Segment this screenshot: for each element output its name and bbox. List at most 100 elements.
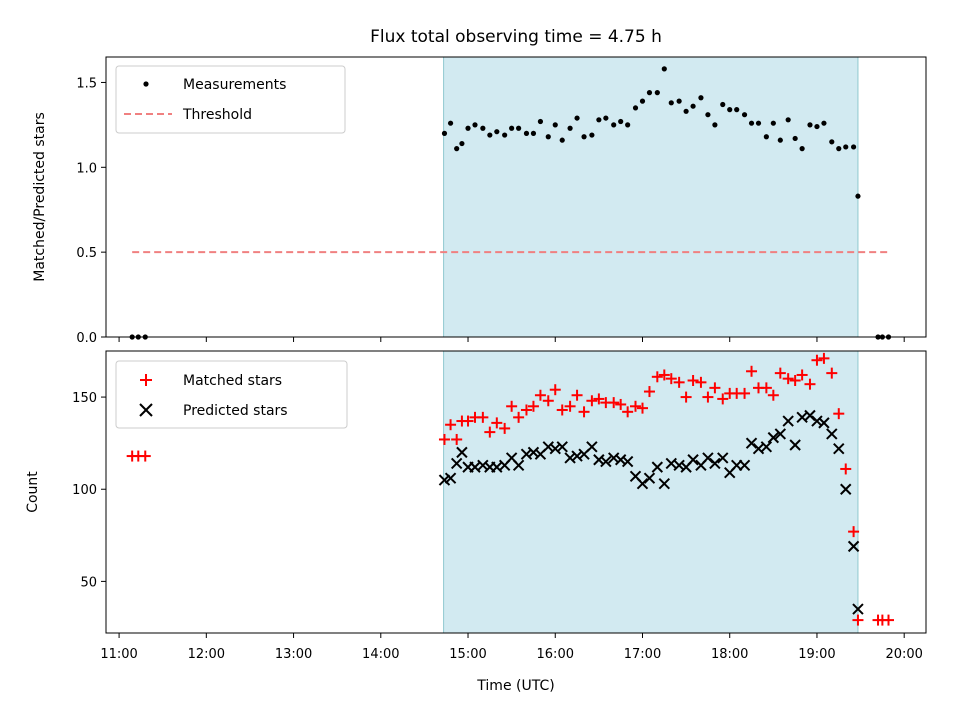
- predicted-star-point: [593, 454, 605, 466]
- x-tick-label: 19:00: [798, 647, 835, 662]
- matched-star-point: [673, 376, 685, 388]
- matched-star-point: [852, 614, 864, 626]
- measurement-point: [596, 117, 602, 123]
- x-tick-label: 13:00: [275, 647, 312, 662]
- measurement-point: [734, 107, 740, 113]
- matched-star-point: [760, 382, 772, 394]
- measurement-point: [814, 123, 820, 130]
- measurement-point: [472, 122, 478, 128]
- measurement-point: [720, 101, 726, 108]
- predicted-star-point: [833, 442, 845, 455]
- legend-measurements-label: Measurements: [183, 77, 286, 93]
- x-tick-label: 16:00: [537, 647, 574, 662]
- measurement-point: [668, 100, 674, 106]
- measurement-point: [646, 90, 653, 96]
- matched-star-point: [578, 406, 590, 418]
- matched-star-point: [534, 389, 546, 401]
- measurement-point: [792, 135, 798, 142]
- measurement-point: [770, 120, 776, 126]
- matched-star-point: [665, 373, 677, 385]
- matched-star-point: [615, 398, 627, 410]
- x-axis-label: Time (UTC): [476, 678, 554, 694]
- measurement-point: [454, 146, 460, 152]
- matched-star-point: [520, 404, 532, 416]
- predicted-star-point: [847, 540, 860, 553]
- measurement-point: [523, 130, 530, 136]
- matched-star-point: [608, 397, 620, 409]
- top-panel-frame: [105, 56, 927, 338]
- bottom-legend-box: [115, 360, 348, 429]
- measurement-point: [530, 130, 537, 136]
- measurement-point: [741, 112, 748, 118]
- observing-window-shade: [443, 350, 859, 634]
- measurement-point: [502, 132, 508, 138]
- top-panel: 0.0 0.5 1.0 1.5 Matched/Predicted stars Mea…: [32, 56, 927, 346]
- matched-star-point: [438, 433, 450, 445]
- predicted-star-point: [760, 441, 773, 453]
- matched-star-point: [840, 463, 852, 475]
- predicted-star-point: [477, 459, 489, 471]
- measurement-point: [712, 122, 718, 128]
- measurement-point: [465, 125, 471, 131]
- matched-star-point: [804, 378, 816, 390]
- legend-matched-marker: [140, 374, 152, 386]
- measurement-point: [611, 122, 617, 128]
- matched-star-point: [811, 354, 823, 366]
- matched-star-point: [739, 387, 751, 399]
- predicted-star-point: [600, 455, 612, 468]
- matched-star-point: [774, 367, 786, 379]
- matched-star-point: [636, 402, 648, 414]
- predicted-star-point: [717, 452, 729, 464]
- measurement-point: [727, 107, 733, 113]
- matched-star-point: [643, 386, 655, 398]
- matched-star-point: [593, 393, 605, 405]
- matched-star-point: [687, 374, 699, 386]
- predicted-star-point: [456, 446, 468, 459]
- bottom-legend: Matched stars Predicted stars: [115, 360, 348, 429]
- matched-star-point: [651, 371, 663, 383]
- x-tick-label: 11:00: [100, 647, 137, 662]
- predicted-star-point: [804, 409, 816, 422]
- matched-star-point: [833, 408, 845, 420]
- matched-star-point: [506, 400, 518, 412]
- measurement-point: [459, 140, 465, 147]
- matched-star-point: [658, 369, 670, 381]
- predicted-star-point: [512, 459, 525, 471]
- matched-star-point: [789, 374, 801, 386]
- measurement-point: [821, 120, 827, 126]
- x-tick-label: 18:00: [711, 647, 748, 662]
- predicted-star-point: [774, 428, 787, 440]
- measurement-point: [683, 108, 689, 114]
- measurement-point: [777, 137, 783, 143]
- measurement-point: [850, 144, 857, 150]
- predicted-star-point: [709, 457, 721, 470]
- matched-star-point: [491, 417, 503, 429]
- matched-star-point: [782, 373, 794, 385]
- predicted-star-point: [444, 472, 457, 484]
- measurement-point: [829, 139, 835, 145]
- top-y-axis-label: Matched/Predicted stars: [32, 112, 48, 282]
- predicted-star-point: [818, 417, 830, 429]
- predicted-star-point: [520, 448, 533, 460]
- matched-star-point: [767, 389, 779, 401]
- matched-star-point: [542, 395, 554, 407]
- matched-star-point: [818, 352, 830, 364]
- predicted-star-point: [556, 441, 568, 453]
- predicted-star-point: [607, 452, 620, 464]
- measurement-point: [836, 146, 842, 152]
- y-tick-label: 1.5: [76, 76, 97, 91]
- matched-star-point: [556, 404, 568, 416]
- matched-star-point: [702, 391, 714, 403]
- measurement-point: [447, 120, 454, 126]
- y-tick-label: 50: [80, 575, 97, 590]
- measurement-point: [676, 98, 682, 104]
- matched-star-point: [139, 450, 151, 462]
- predicted-star-point: [527, 446, 540, 459]
- legend-matched-label: Matched stars: [183, 373, 282, 389]
- measurement-point: [698, 95, 704, 101]
- matched-star-point: [717, 393, 729, 405]
- predicted-star-point: [621, 455, 634, 468]
- measurement-point: [537, 118, 544, 125]
- legend-measurements-marker: [143, 81, 149, 87]
- predicted-star-point: [745, 437, 758, 449]
